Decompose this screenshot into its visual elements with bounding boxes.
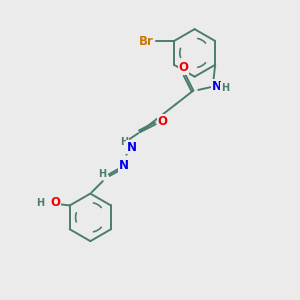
Text: N: N bbox=[212, 80, 222, 93]
Text: O: O bbox=[50, 196, 60, 209]
Text: Br: Br bbox=[139, 34, 154, 47]
Text: O: O bbox=[158, 115, 168, 128]
Text: N: N bbox=[127, 140, 137, 154]
Text: O: O bbox=[178, 61, 188, 74]
Text: N: N bbox=[119, 159, 129, 172]
Text: H: H bbox=[221, 82, 229, 93]
Text: H: H bbox=[98, 169, 106, 179]
Text: H: H bbox=[120, 137, 128, 147]
Text: H: H bbox=[36, 197, 44, 208]
